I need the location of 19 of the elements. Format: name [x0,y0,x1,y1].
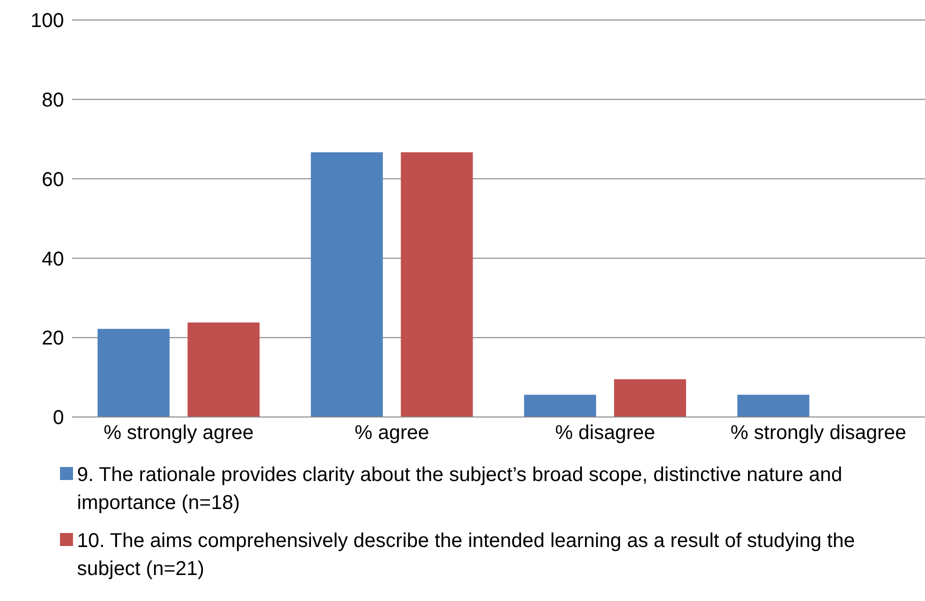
legend-label: 10. The aims comprehensively describe the intended learning as a result of studying the subject (n=21) [77,529,856,582]
bar [400,152,473,417]
y-tick-label: 40 [42,248,64,270]
bar [98,328,170,417]
y-tick-label: 60 [42,168,64,191]
legend-label: 9. The rationale provides clarity about the subject’s broad scope, distinctive nature and importance (n=18) [77,463,844,516]
x-tick-label: % strongly agree [104,422,254,444]
x-tick-label: % strongly disagree [730,422,906,444]
bar [524,394,596,417]
bar [310,152,383,417]
y-tick-label: 20 [42,328,64,350]
y-tick-label: 0 [52,407,64,430]
x-tick-label: % agree [354,422,430,444]
y-tick-label: 100 [30,10,64,32]
bar [614,379,686,417]
x-tick-label: % disagree [555,422,656,444]
bar [737,394,810,417]
y-tick-label: 80 [42,90,64,112]
bar [188,322,260,417]
